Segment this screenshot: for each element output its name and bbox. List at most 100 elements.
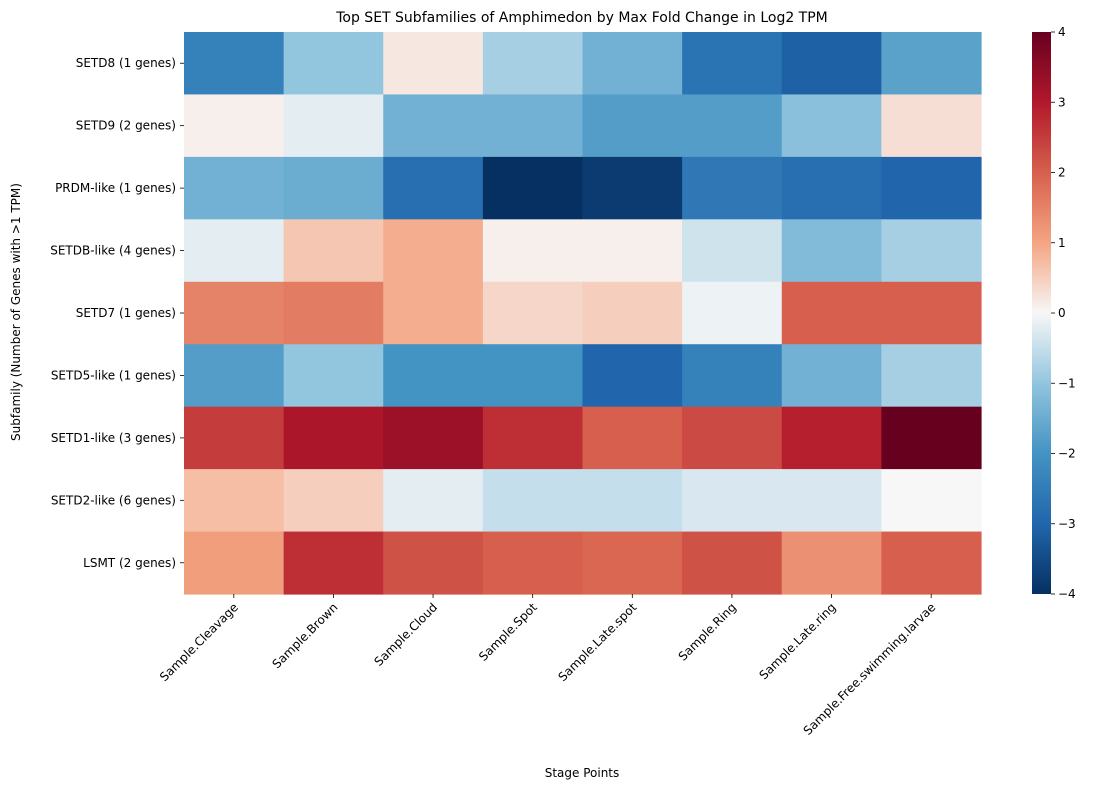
- heatmap-cell: [283, 344, 384, 408]
- colorbar-tick-label: −2: [1058, 447, 1076, 461]
- heatmap-cell: [881, 219, 982, 283]
- heatmap-cell: [283, 32, 384, 96]
- heatmap-cell: [283, 469, 384, 533]
- heatmap-cell: [184, 32, 285, 96]
- heatmap-cell: [184, 281, 285, 345]
- heatmap-cell: [184, 94, 285, 158]
- y-tick-label: SETD9 (2 genes): [76, 119, 176, 133]
- colorbar-tick-label: 4: [1058, 25, 1066, 39]
- y-tick-label: SETD8 (1 genes): [76, 56, 176, 70]
- heatmap-cell: [781, 531, 882, 595]
- heatmap-cell: [781, 344, 882, 408]
- heatmap-cell: [781, 281, 882, 345]
- heatmap-cell: [881, 94, 982, 158]
- x-tick-label: Sample.Spot: [476, 600, 540, 664]
- heatmap-cell: [184, 219, 285, 283]
- heatmap-cell: [682, 531, 783, 595]
- heatmap-cell: [184, 469, 285, 533]
- heatmap-cell: [482, 219, 584, 283]
- colorbar-tick-label: 3: [1058, 95, 1066, 109]
- heatmap-cell: [184, 531, 285, 595]
- y-tick-label: SETD7 (1 genes): [76, 306, 176, 320]
- heatmap-cell: [383, 406, 484, 470]
- heatmap-cell: [781, 219, 882, 283]
- y-tick-labels: SETD8 (1 genes) SETD9 (2 genes) PRDM-like …: [50, 56, 184, 570]
- x-axis-label: Stage Points: [545, 766, 620, 780]
- y-tick-label: LSMT (2 genes): [83, 556, 176, 570]
- heatmap-cell: [184, 406, 285, 470]
- x-tick-label: Sample.Cleavage: [157, 600, 241, 684]
- y-tick-label: PRDM-like (1 genes): [55, 181, 176, 195]
- heatmap-cell: [682, 406, 783, 470]
- y-tick-label: SETD1-like (3 genes): [51, 431, 176, 445]
- heatmap-cell: [283, 94, 384, 158]
- x-tick-label: Sample.Ring: [676, 600, 739, 663]
- heatmap-cell: [482, 406, 584, 470]
- heatmap-cell: [283, 531, 384, 595]
- heatmap-cell: [781, 156, 882, 220]
- heatmap-cell: [383, 281, 484, 345]
- heatmap-cell: [383, 219, 484, 283]
- heatmap-cell: [283, 156, 384, 220]
- heatmap-cell: [881, 406, 982, 470]
- colorbar-tick-label: 0: [1058, 306, 1066, 320]
- heatmap-cell: [781, 406, 882, 470]
- colorbar-ticks: −4 −3 −2 −1 0 1 2 3 4: [1051, 25, 1076, 601]
- heatmap-cell: [482, 531, 584, 595]
- heatmap-cell: [881, 344, 982, 408]
- heatmap-cell: [184, 344, 285, 408]
- heatmap-cell: [582, 531, 683, 595]
- heatmap-cell: [881, 281, 982, 345]
- heatmap-cell: [283, 281, 384, 345]
- heatmap-cell: [881, 531, 982, 595]
- x-tick-label: Sample.Cloud: [372, 600, 441, 669]
- heatmap-cells: [184, 32, 982, 595]
- colorbar-tick-label: 1: [1058, 236, 1066, 250]
- heatmap-cell: [682, 156, 783, 220]
- heatmap-cell: [283, 219, 384, 283]
- heatmap-cell: [383, 156, 484, 220]
- heatmap-cell: [881, 156, 982, 220]
- colorbar-tick-label: −3: [1058, 517, 1076, 531]
- x-tick-label: Sample.Brown: [270, 600, 341, 671]
- colorbar-tick-label: −4: [1058, 587, 1076, 601]
- heatmap-cell: [682, 344, 783, 408]
- heatmap-cell: [881, 32, 982, 96]
- heatmap-cell: [781, 32, 882, 96]
- heatmap-cell: [682, 94, 783, 158]
- heatmap-cell: [383, 469, 484, 533]
- y-axis-label: Subfamily (Number of Genes with >1 TPM): [9, 183, 23, 441]
- heatmap-cell: [383, 32, 484, 96]
- heatmap-cell: [383, 344, 484, 408]
- y-tick-label: SETDB-like (4 genes): [50, 244, 176, 258]
- colorbar-tick-label: −1: [1058, 376, 1076, 390]
- heatmap-cell: [283, 406, 384, 470]
- heatmap-cell: [582, 406, 683, 470]
- x-tick-label: Sample.Late.ring: [756, 600, 838, 682]
- heatmap-cell: [582, 156, 683, 220]
- heatmap-cell: [682, 219, 783, 283]
- heatmap-cell: [184, 156, 285, 220]
- heatmap-cell: [582, 344, 683, 408]
- colorbar: [1032, 32, 1051, 594]
- heatmap-cell: [582, 219, 683, 283]
- heatmap-cell: [482, 281, 584, 345]
- x-tick-labels: Sample.Cleavage Sample.Brown Sample.Cloud S…: [157, 594, 938, 738]
- heatmap-cell: [682, 281, 783, 345]
- y-tick-label: SETD2-like (6 genes): [51, 493, 176, 507]
- heatmap-cell: [482, 32, 584, 96]
- heatmap-cell: [582, 469, 683, 533]
- x-tick-label: Sample.Late.spot: [556, 600, 640, 684]
- y-tick-label: SETD5-like (1 genes): [51, 368, 176, 382]
- heatmap-cell: [582, 281, 683, 345]
- heatmap-cell: [482, 344, 584, 408]
- heatmap-cell: [482, 156, 584, 220]
- heatmap-cell: [383, 94, 484, 158]
- heatmap-cell: [682, 32, 783, 96]
- heatmap-cell: [682, 469, 783, 533]
- heatmap-cell: [383, 531, 484, 595]
- chart-title: Top SET Subfamilies of Amphimedon by Max…: [335, 10, 828, 26]
- heatmap-cell: [781, 94, 882, 158]
- heatmap-cell: [582, 32, 683, 96]
